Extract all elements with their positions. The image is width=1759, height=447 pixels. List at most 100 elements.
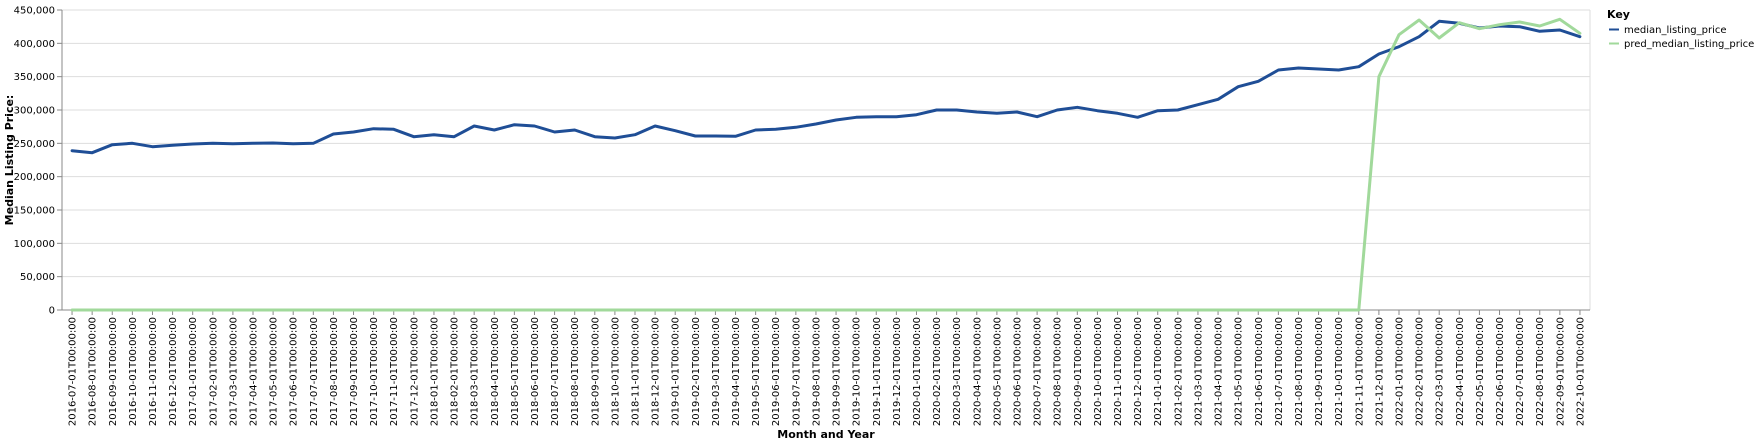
x-tick-label: 2020-07-01T00:00:00 bbox=[1033, 317, 1044, 426]
x-tick-label: 2017-08-01T00:00:00 bbox=[329, 317, 340, 426]
series-line-pred_median_listing_price bbox=[70, 17, 1582, 312]
x-tick-label: 2019-03-01T00:00:00 bbox=[711, 317, 722, 426]
x-tick-label: 2019-12-01T00:00:00 bbox=[892, 317, 903, 426]
x-tick-label: 2016-10-01T00:00:00 bbox=[128, 317, 139, 426]
series-pred_median_listing_price bbox=[70, 17, 1582, 312]
x-tick-label: 2017-06-01T00:00:00 bbox=[289, 317, 300, 426]
x-tick-label: 2021-03-01T00:00:00 bbox=[1193, 317, 1204, 426]
x-tick-label: 2017-05-01T00:00:00 bbox=[269, 317, 280, 426]
series-median_listing_price bbox=[70, 19, 1582, 155]
x-tick-label: 2016-09-01T00:00:00 bbox=[108, 317, 119, 426]
x-tick-label: 2022-03-01T00:00:00 bbox=[1435, 317, 1446, 426]
series-line-median_listing_price bbox=[70, 19, 1582, 155]
x-tick-label: 2022-08-01T00:00:00 bbox=[1535, 317, 1546, 426]
x-tick-label: 2018-11-01T00:00:00 bbox=[631, 317, 642, 426]
x-tick-label: 2017-10-01T00:00:00 bbox=[369, 317, 380, 426]
x-tick-label: 2022-04-01T00:00:00 bbox=[1455, 317, 1466, 426]
y-tick-label: 50,000 bbox=[20, 272, 55, 283]
y-axis-title: Median Listing Price: bbox=[3, 95, 16, 226]
x-tick-label: 2021-04-01T00:00:00 bbox=[1214, 317, 1225, 426]
x-axis-title: Month and Year bbox=[777, 428, 875, 441]
x-tick-label: 2018-01-01T00:00:00 bbox=[429, 317, 440, 426]
legend: Key median_listing_price pred_median_list… bbox=[1607, 8, 1754, 50]
x-tick-label: 2017-03-01T00:00:00 bbox=[228, 317, 239, 426]
x-tick-label: 2020-06-01T00:00:00 bbox=[1013, 317, 1024, 426]
x-tick-label: 2017-02-01T00:00:00 bbox=[208, 317, 219, 426]
x-tick-label: 2016-12-01T00:00:00 bbox=[168, 317, 179, 426]
x-tick-label: 2018-05-01T00:00:00 bbox=[510, 317, 521, 426]
x-tick-label: 2018-07-01T00:00:00 bbox=[550, 317, 561, 426]
x-tick-label: 2018-09-01T00:00:00 bbox=[590, 317, 601, 426]
x-tick-label: 2020-09-01T00:00:00 bbox=[1073, 317, 1084, 426]
x-tick-label: 2018-06-01T00:00:00 bbox=[530, 317, 541, 426]
y-tick-label: 350,000 bbox=[14, 72, 55, 83]
x-tick-label: 2022-06-01T00:00:00 bbox=[1495, 317, 1506, 426]
series bbox=[70, 17, 1582, 312]
x-tick-label: 2022-02-01T00:00:00 bbox=[1415, 317, 1426, 426]
y-tick-label: 300,000 bbox=[14, 106, 55, 117]
x-tick-label: 2018-02-01T00:00:00 bbox=[450, 317, 461, 426]
x-tick-label: 2021-02-01T00:00:00 bbox=[1173, 317, 1184, 426]
x-tick-label: 2020-03-01T00:00:00 bbox=[952, 317, 963, 426]
x-tick-label: 2021-07-01T00:00:00 bbox=[1274, 317, 1285, 426]
x-tick-label: 2019-07-01T00:00:00 bbox=[791, 317, 802, 426]
x-tick-label: 2020-01-01T00:00:00 bbox=[912, 317, 923, 426]
x-tick-label: 2017-09-01T00:00:00 bbox=[349, 317, 360, 426]
x-tick-label: 2017-04-01T00:00:00 bbox=[249, 317, 260, 426]
x-tick-label: 2018-10-01T00:00:00 bbox=[610, 317, 621, 426]
x-tick-label: 2019-09-01T00:00:00 bbox=[832, 317, 843, 426]
x-tick-label: 2018-04-01T00:00:00 bbox=[490, 317, 501, 426]
x-tick-label: 2019-11-01T00:00:00 bbox=[872, 317, 883, 426]
x-tick-label: 2022-01-01T00:00:00 bbox=[1395, 317, 1406, 426]
x-tick-label: 2016-08-01T00:00:00 bbox=[88, 317, 99, 426]
x-tick-label: 2021-05-01T00:00:00 bbox=[1234, 317, 1245, 426]
x-tick-label: 2020-10-01T00:00:00 bbox=[1093, 317, 1104, 426]
x-tick-label: 2019-01-01T00:00:00 bbox=[671, 317, 682, 426]
x-tick-label: 2021-09-01T00:00:00 bbox=[1314, 317, 1325, 426]
x-tick-label: 2021-11-01T00:00:00 bbox=[1354, 317, 1365, 426]
x-tick-label: 2020-08-01T00:00:00 bbox=[1053, 317, 1064, 426]
y-tick-label: 0 bbox=[49, 306, 55, 317]
x-tick-label: 2018-08-01T00:00:00 bbox=[570, 317, 581, 426]
grid bbox=[62, 9, 1591, 311]
x-tick-label: 2021-10-01T00:00:00 bbox=[1334, 317, 1345, 426]
x-tick-label: 2019-06-01T00:00:00 bbox=[771, 317, 782, 426]
x-tick-label: 2021-06-01T00:00:00 bbox=[1254, 317, 1265, 426]
x-tick-label: 2022-05-01T00:00:00 bbox=[1475, 317, 1486, 426]
y-tick-label: 150,000 bbox=[14, 206, 55, 217]
x-tick-label: 2020-02-01T00:00:00 bbox=[932, 317, 943, 426]
x-tick-label: 2020-04-01T00:00:00 bbox=[972, 317, 983, 426]
x-tick-label: 2018-12-01T00:00:00 bbox=[651, 317, 662, 426]
y-tick-label: 250,000 bbox=[14, 139, 55, 150]
x-tick-label: 2021-08-01T00:00:00 bbox=[1294, 317, 1305, 426]
x-tick-label: 2019-04-01T00:00:00 bbox=[731, 317, 742, 426]
x-tick-label: 2019-08-01T00:00:00 bbox=[811, 317, 822, 426]
y-tick-label: 100,000 bbox=[14, 239, 55, 250]
legend-label: median_listing_price bbox=[1624, 25, 1727, 36]
x-tick-label: 2019-05-01T00:00:00 bbox=[751, 317, 762, 426]
y-tick-label: 450,000 bbox=[14, 6, 55, 17]
x-tick-label: 2022-07-01T00:00:00 bbox=[1515, 317, 1526, 426]
x-tick-label: 2016-11-01T00:00:00 bbox=[148, 317, 159, 426]
x-tick-label: 2021-01-01T00:00:00 bbox=[1153, 317, 1164, 426]
legend-title: Key bbox=[1607, 8, 1630, 21]
x-tick-label: 2022-09-01T00:00:00 bbox=[1555, 317, 1566, 426]
x-tick-label: 2017-12-01T00:00:00 bbox=[409, 317, 420, 426]
x-tick-label: 2017-11-01T00:00:00 bbox=[389, 317, 400, 426]
x-tick-label: 2017-07-01T00:00:00 bbox=[309, 317, 320, 426]
x-tick-label: 2022-10-01T00:00:00 bbox=[1575, 317, 1586, 426]
x-tick-label: 2019-10-01T00:00:00 bbox=[852, 317, 863, 426]
axes: 0 50,000 100,000 150,000 200,000 250,000 300,0… bbox=[14, 6, 1590, 426]
y-tick-label: 200,000 bbox=[14, 172, 55, 183]
y-tick-label: 400,000 bbox=[14, 39, 55, 50]
legend-label: pred_median_listing_price bbox=[1624, 39, 1754, 50]
x-tick-label: 2021-12-01T00:00:00 bbox=[1374, 317, 1385, 426]
x-tick-label: 2016-07-01T00:00:00 bbox=[68, 317, 79, 426]
x-tick-label: 2020-05-01T00:00:00 bbox=[992, 317, 1003, 426]
x-tick-label: 2018-03-01T00:00:00 bbox=[470, 317, 481, 426]
x-tick-label: 2017-01-01T00:00:00 bbox=[188, 317, 199, 426]
x-tick-label: 2020-11-01T00:00:00 bbox=[1113, 317, 1124, 426]
x-tick-label: 2020-12-01T00:00:00 bbox=[1133, 317, 1144, 426]
